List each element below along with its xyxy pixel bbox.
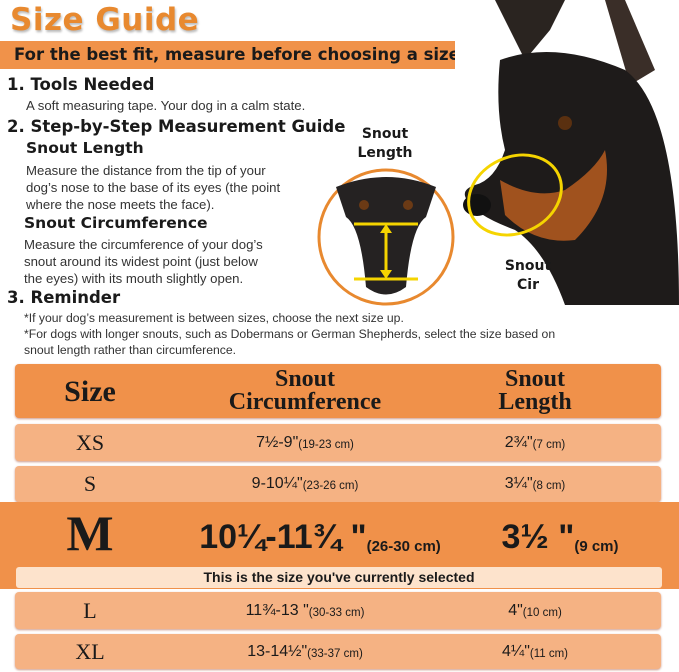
text-line: dog’s nose to the base of its eyes (the …	[26, 180, 281, 195]
guide-heading: 2. Step-by-Step Measurement Guide	[7, 117, 346, 136]
header-size: Size	[64, 374, 116, 408]
length-cell: 3¼" (8 cm)	[445, 466, 625, 502]
tools-heading: 1. Tools Needed	[7, 75, 155, 94]
table-row-l[interactable]: L 11¾-13 " (30-33 cm) 4" (10 cm)	[15, 592, 661, 629]
circ-cell: 13-14½" (33-37 cm)	[205, 634, 405, 669]
circ-cell: 10¼-11¾ " (26-30 cm)	[170, 502, 470, 572]
snout-circ-heading: Snout Circumference	[24, 214, 208, 232]
text-line: Measure the circumference of your dog’s	[24, 237, 263, 252]
length-value: 3½ "	[501, 517, 575, 556]
label-line: Snout	[361, 126, 409, 142]
length-value: 2¾"	[504, 433, 533, 451]
label-line: Snout	[504, 258, 552, 274]
note: *If your dog’s measurement is between si…	[24, 311, 404, 325]
size-cell: XS	[75, 429, 105, 455]
note: snout length rather than circumference.	[24, 343, 237, 357]
length-cm: (9 cm)	[574, 537, 619, 555]
table-row-m-selected[interactable]: M 10¼-11¾ " (26-30 cm) 3½ " (9 cm) This is…	[0, 502, 679, 589]
circ-value: 9-10¼"	[251, 475, 303, 492]
page-title: Size Guide	[10, 2, 200, 38]
circ-cell: 11¾-13 " (30-33 cm)	[205, 592, 405, 629]
size-cell: M	[66, 505, 114, 561]
length-cm: (7 cm)	[532, 438, 566, 451]
table-header: Size Snout Circumference Snout Length	[15, 364, 661, 418]
dog-profile-image	[455, 0, 679, 305]
text-line: where the nose meets the face).	[26, 197, 215, 212]
table-row-xs[interactable]: XS 7½-9" (19-23 cm) 2¾" (7 cm)	[15, 424, 661, 461]
selected-size-note: This is the size you've currently select…	[16, 567, 662, 588]
circ-cm: (33-37 cm)	[307, 647, 363, 660]
snout-circ-text: Measure the circumference of your dog’s …	[24, 236, 263, 287]
circ-value: 7½-9"	[256, 433, 299, 451]
length-cell: 4" (10 cm)	[445, 592, 625, 629]
size-cell: XL	[75, 638, 105, 664]
header-line: Snout	[274, 366, 336, 392]
snout-length-heading: Snout Length	[26, 139, 144, 157]
dog-front-image	[317, 168, 455, 306]
length-value: 4"	[508, 601, 523, 619]
length-cell: 4¼" (11 cm)	[445, 634, 625, 669]
length-cm: (11 cm)	[529, 647, 569, 660]
reminder-heading: 3. Reminder	[7, 288, 121, 307]
tools-text: A soft measuring tape. Your dog in a cal…	[26, 98, 306, 113]
snout-cir-label: Snout Cir	[500, 257, 556, 295]
text-line: snout around its widest point (just belo…	[24, 254, 258, 269]
table-row-xl[interactable]: XL 13-14½" (33-37 cm) 4¼" (11 cm)	[15, 634, 661, 669]
length-cell: 3½ " (9 cm)	[480, 502, 640, 572]
text-line: the eyes) with its mouth slightly open.	[24, 271, 244, 286]
header-length: Snout Length	[445, 364, 625, 418]
size-cell: L	[83, 597, 97, 623]
label-line: Cir	[517, 277, 539, 293]
circ-value: 13-14½"	[247, 642, 308, 660]
length-cell: 2¾" (7 cm)	[445, 424, 625, 461]
length-cm: (8 cm)	[532, 480, 566, 492]
banner-text: For the best fit, measure before choosin…	[14, 45, 460, 64]
text-line: Measure the distance from the tip of you…	[26, 163, 266, 178]
header-line: Snout	[504, 366, 566, 392]
reminder-notes: *If your dog’s measurement is between si…	[24, 310, 555, 358]
table-row-s[interactable]: S 9-10¼" (23-26 cm) 3¼" (8 cm)	[15, 466, 661, 502]
snout-length-text: Measure the distance from the tip of you…	[26, 162, 280, 213]
length-value: 3¼"	[504, 475, 533, 492]
circ-cm: (23-26 cm)	[302, 480, 359, 492]
note: *For dogs with longer snouts, such as Do…	[24, 327, 556, 341]
length-cm: (10 cm)	[522, 606, 562, 619]
circ-cm: (30-33 cm)	[308, 606, 365, 619]
circ-value: 11¾-13 "	[245, 601, 309, 619]
size-cell: S	[83, 471, 97, 496]
circ-cell: 7½-9" (19-23 cm)	[205, 424, 405, 461]
circ-value: 10¼-11¾ "	[199, 517, 367, 556]
circ-cell: 9-10¼" (23-26 cm)	[205, 466, 405, 502]
circ-cm: (26-30 cm)	[366, 537, 441, 555]
header-circumference: Snout Circumference	[205, 364, 405, 418]
header-line: Length	[498, 389, 572, 415]
circ-cm: (19-23 cm)	[298, 438, 354, 451]
header-line: Circumference	[228, 389, 382, 415]
snout-length-label: Snout Length	[350, 125, 420, 163]
label-line: Length	[357, 145, 413, 161]
length-value: 4¼"	[501, 642, 530, 660]
